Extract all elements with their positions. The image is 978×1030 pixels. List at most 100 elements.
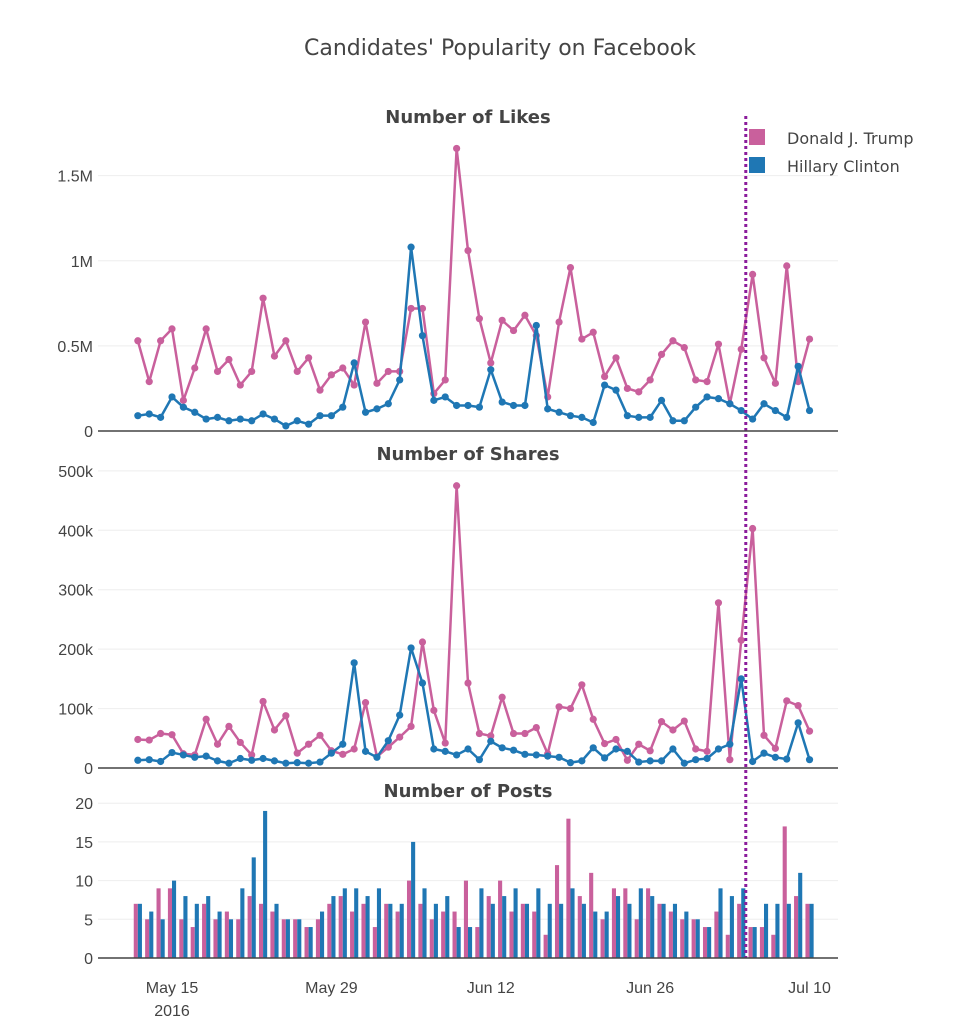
legend-swatch-clinton[interactable]	[749, 157, 765, 173]
data-point-clinton	[794, 719, 802, 727]
bar-trump	[179, 919, 184, 958]
data-point-trump	[669, 337, 677, 345]
data-point-clinton	[418, 679, 427, 687]
bar-trump	[782, 826, 787, 958]
bar-clinton	[274, 903, 279, 958]
data-point-clinton	[145, 756, 153, 764]
bar-trump	[167, 888, 172, 958]
data-point-clinton	[669, 417, 677, 425]
bar-clinton	[593, 911, 598, 958]
data-point-clinton	[646, 757, 654, 765]
data-point-trump	[532, 723, 540, 732]
data-point-clinton	[760, 749, 768, 757]
bar-trump	[145, 919, 150, 958]
data-point-trump	[236, 381, 244, 389]
bar-clinton	[490, 903, 495, 958]
bar-clinton	[513, 888, 518, 958]
data-point-clinton	[783, 413, 791, 421]
bar-clinton	[342, 888, 347, 958]
data-point-clinton	[521, 401, 529, 410]
bar-clinton	[217, 911, 222, 958]
bar-trump	[133, 903, 138, 958]
data-point-trump	[134, 337, 142, 345]
data-point-clinton	[487, 737, 495, 745]
data-point-trump	[282, 712, 290, 720]
bar-trump	[475, 927, 480, 958]
data-point-trump	[407, 304, 415, 313]
data-point-clinton	[726, 740, 734, 748]
data-point-trump	[270, 352, 279, 360]
data-point-trump	[601, 372, 609, 381]
y-tick-label-number-of-posts: 0	[84, 951, 93, 968]
data-point-clinton	[794, 362, 802, 370]
data-point-trump	[657, 718, 666, 726]
bar-trump	[441, 911, 446, 958]
data-point-clinton	[532, 751, 540, 759]
data-point-clinton	[555, 408, 563, 416]
x-tick-label: May 15	[146, 980, 199, 997]
bar-trump	[406, 880, 412, 958]
bar-trump	[680, 919, 685, 958]
bar-clinton	[251, 857, 256, 958]
bar-trump	[498, 880, 503, 958]
bar-trump	[691, 919, 696, 958]
bar-trump	[748, 927, 753, 958]
bar-clinton	[240, 888, 245, 958]
x-tick-label: Jul 10	[788, 980, 831, 997]
data-point-clinton	[396, 376, 404, 384]
legend-swatch-trump[interactable]	[749, 129, 765, 145]
bar-trump	[668, 911, 673, 958]
bar-clinton	[786, 903, 791, 958]
panel-title-number-of-shares: Number of Shares	[376, 444, 559, 465]
data-point-trump	[475, 315, 483, 323]
bar-trump	[566, 818, 571, 958]
bar-clinton	[718, 888, 723, 958]
bar-trump	[634, 919, 639, 958]
data-point-trump	[396, 733, 404, 741]
data-point-clinton	[361, 747, 370, 755]
data-point-trump	[623, 756, 631, 764]
data-point-trump	[760, 731, 768, 739]
bar-trump	[794, 896, 799, 958]
data-point-clinton	[191, 753, 199, 761]
data-point-clinton	[134, 756, 142, 764]
y-tick-label-number-of-shares: 100k	[58, 702, 94, 719]
data-point-trump	[578, 335, 586, 343]
data-point-trump	[191, 364, 199, 372]
data-point-trump	[305, 740, 313, 748]
legend-label-clinton[interactable]: Hillary Clinton	[787, 157, 900, 176]
x-tick-sublabel: 2016	[154, 1003, 190, 1020]
bar-trump	[338, 896, 343, 958]
data-point-clinton	[589, 744, 597, 752]
bar-clinton	[376, 888, 382, 958]
data-point-clinton	[509, 401, 518, 410]
bar-trump	[202, 903, 207, 958]
y-tick-label-number-of-posts: 20	[75, 796, 93, 813]
bar-clinton	[695, 919, 700, 958]
data-point-clinton	[578, 413, 586, 421]
data-point-clinton	[441, 393, 449, 401]
data-point-trump	[566, 263, 575, 272]
data-layer	[133, 116, 814, 958]
data-point-clinton	[521, 750, 529, 758]
bar-clinton	[331, 896, 336, 958]
x-tick-label: Jun 12	[467, 980, 515, 997]
data-point-trump	[418, 304, 427, 313]
data-point-clinton	[168, 393, 176, 401]
bar-trump	[543, 934, 548, 958]
data-point-clinton	[566, 412, 575, 420]
y-tick-label-number-of-likes: 1M	[71, 254, 93, 271]
legend-label-trump[interactable]: Donald J. Trump	[787, 129, 914, 148]
data-point-trump	[737, 345, 745, 353]
data-point-clinton	[248, 756, 256, 764]
y-tick-label-number-of-posts: 15	[75, 835, 93, 852]
data-point-trump	[464, 679, 472, 687]
data-point-trump	[179, 396, 187, 404]
data-point-clinton	[805, 406, 814, 415]
data-point-trump	[453, 144, 461, 153]
bar-clinton	[365, 896, 370, 958]
data-point-trump	[783, 697, 791, 705]
data-point-trump	[134, 735, 142, 744]
bar-trump	[304, 927, 309, 958]
bar-clinton	[149, 911, 154, 958]
